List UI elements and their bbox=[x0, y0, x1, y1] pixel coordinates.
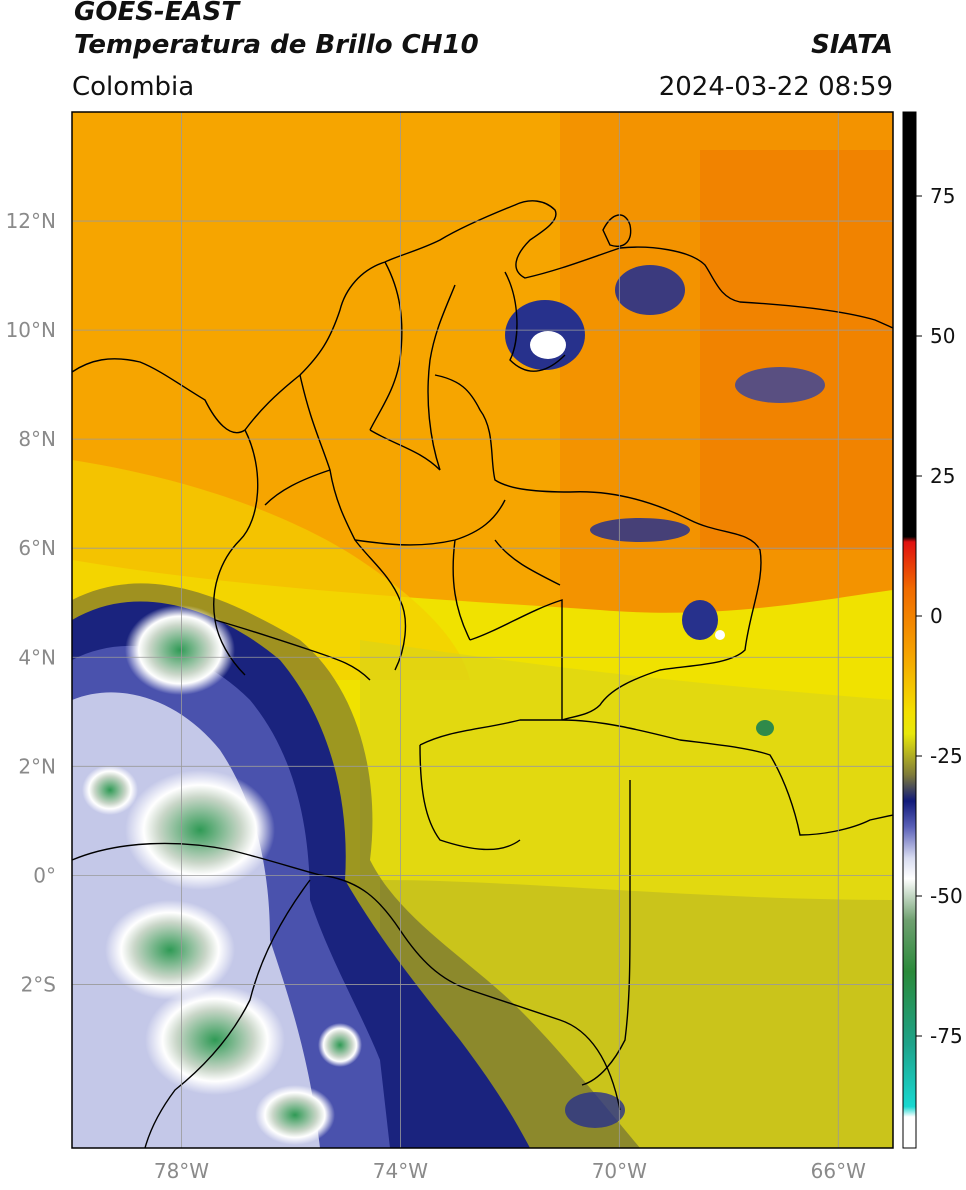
lat-tick-label: 6°N bbox=[18, 536, 56, 560]
colorbar-ticks: 75 50 25 0 -25 -50 -75 bbox=[916, 184, 963, 1048]
product-title: Temperatura de Brillo CH10 bbox=[74, 30, 479, 60]
timestamp-label: 2024-03-22 08:59 bbox=[658, 72, 893, 102]
colorbar-tick-label: 0 bbox=[930, 604, 943, 628]
lon-tick-label: 74°W bbox=[373, 1159, 428, 1183]
lat-tick-label: 2°N bbox=[18, 754, 56, 778]
colorbar-tick-label: -50 bbox=[930, 884, 963, 908]
agency-label: SIATA bbox=[811, 30, 893, 60]
colorbar-tick-label: 25 bbox=[930, 464, 955, 488]
map-frame bbox=[71, 111, 894, 1149]
latitude-labels: 12°N 10°N 8°N 6°N 4°N 2°N 0° 2°S bbox=[6, 209, 56, 996]
region-label: Colombia bbox=[72, 72, 195, 102]
lon-tick-label: 78°W bbox=[154, 1159, 209, 1183]
colorbar bbox=[902, 111, 917, 1149]
lat-tick-label: 2°S bbox=[21, 972, 56, 996]
temperature-field bbox=[72, 112, 893, 1148]
lon-tick-label: 66°W bbox=[811, 1159, 866, 1183]
lat-tick-label: 10°N bbox=[6, 318, 56, 342]
lat-tick-label: 12°N bbox=[6, 209, 56, 233]
colorbar-tick-label: 75 bbox=[930, 184, 955, 208]
longitude-labels: 78°W 74°W 70°W 66°W bbox=[154, 1159, 866, 1183]
lat-tick-label: 0° bbox=[33, 863, 56, 887]
graticule bbox=[72, 112, 893, 1148]
lat-tick-label: 8°N bbox=[18, 427, 56, 451]
colorbar-tick-label: -25 bbox=[930, 744, 963, 768]
political-boundaries bbox=[72, 200, 893, 1148]
lat-tick-label: 4°N bbox=[18, 645, 56, 669]
satellite-title: GOES-EAST bbox=[74, 0, 240, 27]
colorbar-tick-label: -75 bbox=[930, 1024, 963, 1048]
lon-tick-label: 70°W bbox=[592, 1159, 647, 1183]
colorbar-tick-label: 50 bbox=[930, 324, 955, 348]
